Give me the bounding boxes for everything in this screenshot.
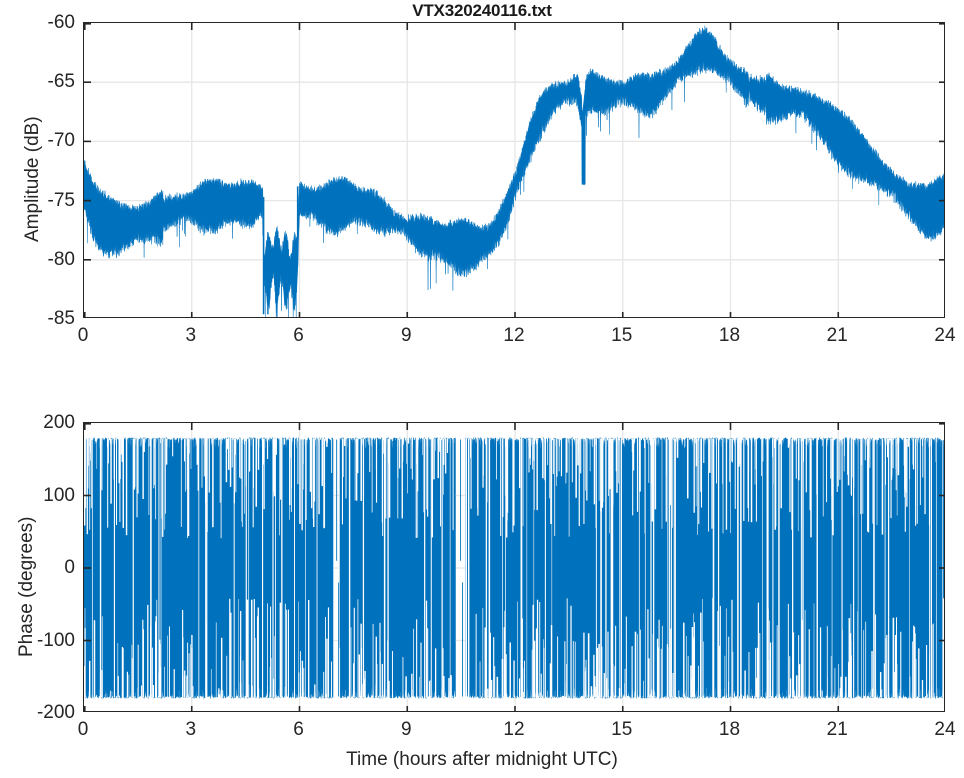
amplitude-y-tick-label: -85 [47,308,75,329]
figure-title: VTX320240116.txt [412,1,552,20]
amplitude-x-tick-label: 3 [185,325,197,346]
phase-x-tick-label: 12 [503,719,525,740]
phase-x-tick-label: 21 [826,719,848,740]
phase-x-tick-label: 6 [293,719,304,740]
amplitude-x-tick-label: 21 [826,325,848,346]
phase-x-tick-label: 9 [400,719,412,740]
phase-x-tick-label: 15 [611,719,633,740]
phase-x-tick-label: 18 [718,719,741,740]
phase-x-tick-label: 3 [185,719,197,740]
phase-y-tick-label: -100 [36,629,75,651]
phase-y-tick-label: 100 [43,484,75,506]
amplitude-x-tick-label: 12 [503,325,525,346]
amplitude-x-tick-label: 24 [934,325,956,346]
amplitude-x-tick-label: 9 [400,325,412,346]
phase-x-tick-label: 0 [77,719,89,740]
amplitude-y-tick-label: -75 [47,189,75,211]
amplitude-y-tick-label: -65 [47,71,75,93]
phase-x-tick-label: 24 [934,719,956,740]
phase-y-tick-label: -200 [36,702,75,723]
amplitude-plot-axes [83,22,945,318]
amplitude-y-axis-label: Amplitude (dB) [22,116,43,242]
phase-y-tick-label: 0 [64,557,75,578]
amplitude-y-tick-label: -60 [47,12,75,33]
amplitude-x-tick-label: 15 [611,325,633,346]
phase-y-tick-label: 200 [43,412,75,433]
phase-x-axis-label: Time (hours after midnight UTC) [346,749,618,770]
amplitude-x-tick-label: 0 [77,325,89,346]
phase-y-axis-label: Phase (degrees) [16,516,37,657]
amplitude-plot-svg [84,23,944,317]
amplitude-x-tick-label: 18 [718,325,741,346]
amplitude-y-tick-label: -70 [47,130,75,152]
phase-plot-axes [83,422,945,712]
phase-plot-svg [84,423,944,711]
amplitude-x-tick-label: 6 [293,325,304,346]
amplitude-y-tick-label: -80 [47,248,75,270]
